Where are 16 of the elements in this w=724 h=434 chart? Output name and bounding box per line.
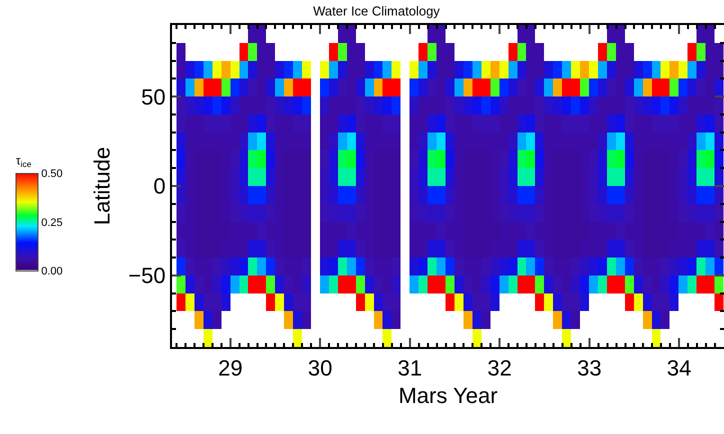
color-bar-label: 0.25 [41,216,63,229]
color-bar-label: 0.00 [41,266,63,278]
x-tick-label: 33 [577,355,602,380]
x-tick-label: 30 [308,355,332,380]
y-axis-title: Latitude [90,146,115,226]
y-tick-label: 50 [141,84,166,110]
y-tick-label: 0 [153,174,166,199]
color-bar-label: 0.50 [41,168,63,180]
x-tick-label: 32 [487,355,512,380]
x-tick-label: 29 [218,355,243,380]
x-axis-title: Mars Year [398,382,498,408]
y-tick-label: −50 [128,263,166,288]
x-tick-label: 31 [398,355,422,380]
x-tick-label: 34 [666,355,692,380]
chart-title: Water Ice Climatology [313,4,440,19]
color-bar-title: τ$_{ice}$ [16,153,32,169]
